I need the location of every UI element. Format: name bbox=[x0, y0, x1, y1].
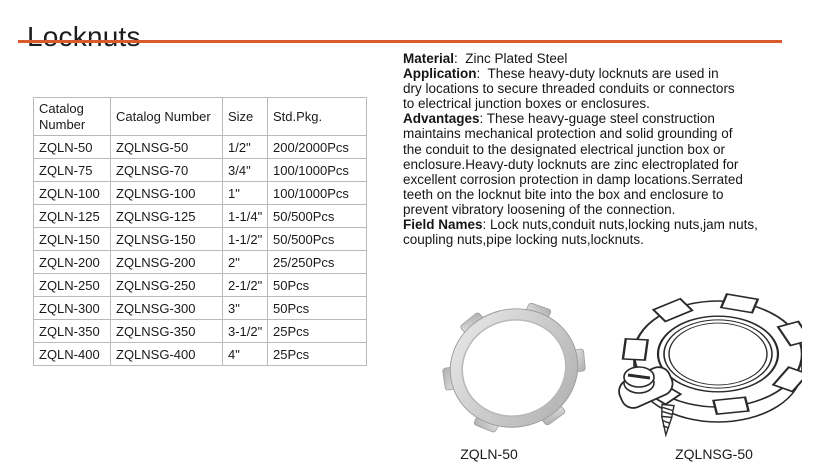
figure-label-zqln: ZQLN-50 bbox=[460, 446, 518, 462]
detail-line: Advantages: These heavy-guage steel cons… bbox=[403, 111, 715, 127]
detail-line: coupling nuts,pipe locking nuts,locknuts… bbox=[403, 232, 644, 248]
column-header: Size bbox=[222, 97, 268, 136]
table-cell: 1/2" bbox=[222, 135, 268, 159]
detail-line: maintains mechanical protection and soli… bbox=[403, 126, 733, 142]
table-cell: 100/1000Pcs bbox=[267, 181, 367, 205]
table-row: ZQLN-75 ZQLNSG-70 3/4" 100/1000Pcs bbox=[33, 158, 367, 182]
table-cell: ZQLNSG-150 bbox=[110, 227, 223, 251]
detail-line: enclosure.Heavy-duty locknuts are zinc e… bbox=[403, 156, 739, 172]
detail-line: dry locations to secure threaded conduit… bbox=[403, 81, 735, 97]
table-row: ZQLN-125 ZQLNSG-125 1-1/4" 50/500Pcs bbox=[33, 204, 367, 228]
page-title: Locknuts bbox=[27, 20, 141, 52]
table-cell: ZQLNSG-100 bbox=[110, 181, 223, 205]
detail-line: to electrical junction boxes or enclosur… bbox=[403, 96, 650, 112]
table-cell: 50/500Pcs bbox=[267, 227, 367, 251]
detail-line: the conduit to the designated electrical… bbox=[403, 141, 725, 157]
table-cell: 3/4" bbox=[222, 158, 268, 182]
table-cell: 2" bbox=[222, 250, 268, 274]
table-cell: 50Pcs bbox=[267, 296, 367, 320]
table-cell: ZQLN-75 bbox=[33, 158, 111, 182]
detail-label: Field Names bbox=[403, 217, 483, 233]
column-header: Catalog Number bbox=[110, 97, 223, 136]
table-cell: ZQLNSG-200 bbox=[110, 250, 223, 274]
table-cell: ZQLN-100 bbox=[33, 181, 111, 205]
title-divider bbox=[18, 40, 782, 43]
table-cell: 4" bbox=[222, 342, 268, 366]
table-row: ZQLN-400 ZQLNSG-400 4" 25Pcs bbox=[33, 342, 367, 366]
table-cell: ZQLNSG-250 bbox=[110, 273, 223, 297]
detail-line: prevent vibratory loosening of the conne… bbox=[403, 201, 676, 217]
table-cell: ZQLN-400 bbox=[33, 342, 111, 366]
table-cell: 200/2000Pcs bbox=[267, 135, 367, 159]
detail-line: teeth on the locknut bite into the box a… bbox=[403, 186, 724, 202]
table-row: ZQLN-50 ZQLNSG-50 1/2" 200/2000Pcs bbox=[33, 135, 367, 159]
table-header-row: Catalog Number Catalog Number Size Std.Pkg. bbox=[33, 97, 367, 136]
table-cell: ZQLN-150 bbox=[33, 227, 111, 251]
table-cell: 100/1000Pcs bbox=[267, 158, 367, 182]
details-text: Material: Zinc Plated Steel Application: … bbox=[403, 51, 758, 247]
table-cell: ZQLNSG-70 bbox=[110, 158, 223, 182]
table-cell: ZQLNSG-400 bbox=[110, 342, 223, 366]
table-cell: ZQLN-50 bbox=[33, 135, 111, 159]
column-header: Std.Pkg. bbox=[267, 97, 367, 136]
detail-line: Field Names: Lock nuts,conduit nuts,lock… bbox=[403, 217, 758, 233]
table-cell: ZQLN-125 bbox=[33, 204, 111, 228]
spec-table-body: ZQLN-50 ZQLNSG-50 1/2" 200/2000Pcs ZQLN-75 ZQ… bbox=[33, 135, 367, 366]
table-cell: 1-1/2" bbox=[222, 227, 268, 251]
column-header: Catalog Number bbox=[33, 97, 111, 136]
table-cell: 25Pcs bbox=[267, 319, 367, 343]
table-row: ZQLN-250 ZQLNSG-250 2-1/2" 50Pcs bbox=[33, 273, 367, 297]
figure-label-zqlnsg: ZQLNSG-50 bbox=[675, 446, 753, 462]
table-cell: ZQLNSG-350 bbox=[110, 319, 223, 343]
locknut-ring-photo bbox=[442, 302, 586, 433]
catalog-table: Catalog Number Catalog Number Size Std.Pkg.… bbox=[33, 97, 367, 366]
table-cell: 2-1/2" bbox=[222, 273, 268, 297]
table-cell: ZQLN-300 bbox=[33, 296, 111, 320]
table-cell: ZQLNSG-50 bbox=[110, 135, 223, 159]
detail-label: Advantages bbox=[403, 111, 480, 127]
table-row: ZQLN-300 ZQLNSG-300 3" 50Pcs bbox=[33, 296, 367, 320]
grounding-locknut-drawing bbox=[618, 293, 802, 438]
table-cell: 3-1/2" bbox=[222, 319, 268, 343]
table-cell: 25/250Pcs bbox=[267, 250, 367, 274]
table-row: ZQLN-100 ZQLNSG-100 1" 100/1000Pcs bbox=[33, 181, 367, 205]
table-cell: 1-1/4" bbox=[222, 204, 268, 228]
table-cell: ZQLN-200 bbox=[33, 250, 111, 274]
table-cell: ZQLN-350 bbox=[33, 319, 111, 343]
detail-label: Material bbox=[403, 51, 455, 66]
table-cell: ZQLNSG-125 bbox=[110, 204, 223, 228]
table-cell: 3" bbox=[222, 296, 268, 320]
table-cell: 1" bbox=[222, 181, 268, 205]
table-row: ZQLN-350 ZQLNSG-350 3-1/2" 25Pcs bbox=[33, 319, 367, 343]
table-row: ZQLN-200 ZQLNSG-200 2" 25/250Pcs bbox=[33, 250, 367, 274]
detail-line: excellent corrosion protection in damp l… bbox=[403, 171, 743, 187]
table-cell: 50Pcs bbox=[267, 273, 367, 297]
detail-line: Material: Zinc Plated Steel bbox=[403, 51, 568, 66]
table-cell: 50/500Pcs bbox=[267, 204, 367, 228]
detail-label: Application bbox=[403, 66, 477, 82]
table-cell: ZQLNSG-300 bbox=[110, 296, 223, 320]
table-row: ZQLN-150 ZQLNSG-150 1-1/2" 50/500Pcs bbox=[33, 227, 367, 251]
table-cell: ZQLN-250 bbox=[33, 273, 111, 297]
table-cell: 25Pcs bbox=[267, 342, 367, 366]
detail-line: Application: These heavy-duty locknuts a… bbox=[403, 66, 719, 82]
